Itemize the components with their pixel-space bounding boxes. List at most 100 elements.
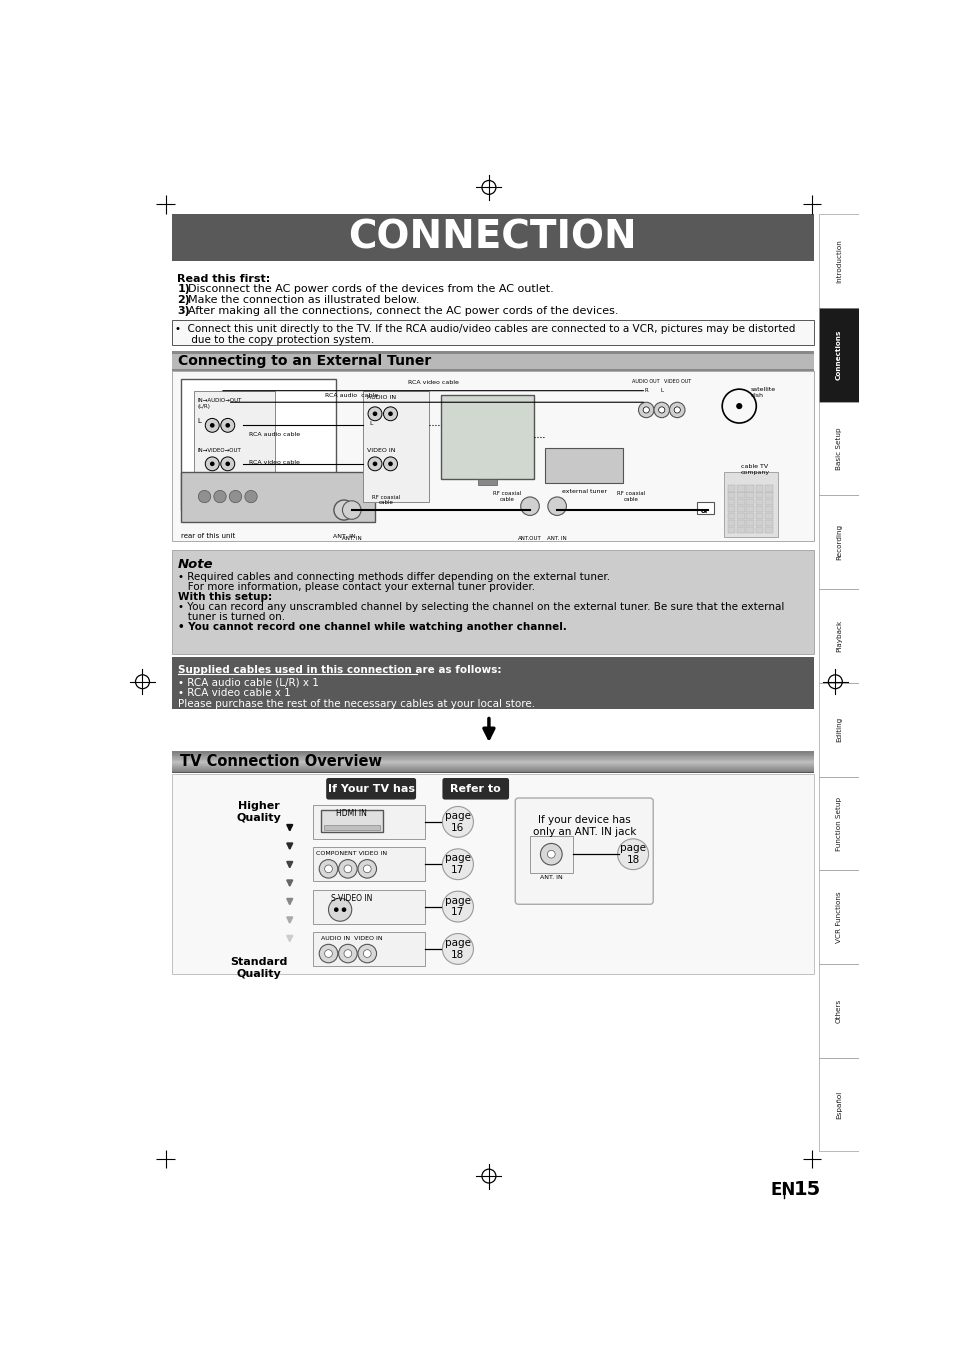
Text: external tuner: external tuner	[561, 489, 606, 494]
Text: ANT. IN: ANT. IN	[547, 536, 566, 541]
Text: HDMI IN: HDMI IN	[336, 809, 367, 818]
Text: 1): 1)	[177, 285, 190, 294]
Bar	[723, 471, 778, 537]
Bar	[819, 776, 858, 871]
Bar	[764, 520, 772, 526]
Circle shape	[319, 860, 337, 878]
Text: EN: EN	[769, 1181, 795, 1199]
Circle shape	[442, 849, 473, 880]
Text: Higher
Quality: Higher Quality	[236, 801, 281, 822]
Text: After making all the connections, connect the AC power cords of the devices.: After making all the connections, connec…	[188, 306, 618, 316]
Circle shape	[220, 418, 234, 432]
Bar	[736, 526, 744, 533]
Circle shape	[338, 860, 356, 878]
Text: Note: Note	[178, 558, 213, 571]
Bar	[727, 526, 735, 533]
Bar	[172, 320, 813, 346]
Bar	[819, 683, 858, 776]
Bar	[172, 351, 813, 354]
Text: Make the connection as illustrated below.: Make the connection as illustrated below…	[188, 296, 419, 305]
Circle shape	[324, 949, 332, 957]
Bar	[545, 448, 622, 483]
Bar	[313, 931, 425, 965]
Circle shape	[373, 412, 377, 416]
Circle shape	[547, 850, 555, 859]
Circle shape	[383, 406, 397, 421]
Bar	[313, 890, 425, 923]
Bar	[764, 500, 772, 505]
Text: IN→AUDIO→OUT: IN→AUDIO→OUT	[197, 398, 242, 404]
Bar	[736, 520, 744, 526]
Text: 3): 3)	[177, 306, 190, 316]
Text: Others: Others	[835, 999, 841, 1023]
Circle shape	[213, 490, 226, 502]
Text: ANT. IN: ANT. IN	[333, 535, 355, 539]
Bar	[819, 964, 858, 1058]
Bar	[819, 495, 858, 589]
Text: • You can record any unscrambled channel by selecting the channel on the externa: • You can record any unscrambled channel…	[178, 602, 783, 612]
Bar	[745, 513, 753, 520]
Text: L: L	[659, 389, 662, 393]
Circle shape	[520, 497, 538, 516]
Text: or: or	[700, 508, 708, 514]
Circle shape	[383, 456, 397, 471]
Text: AUDIO OUT: AUDIO OUT	[632, 379, 659, 385]
Text: Basic Setup: Basic Setup	[835, 428, 841, 470]
Text: Function Setup: Function Setup	[835, 796, 841, 850]
Bar	[736, 513, 744, 520]
Circle shape	[442, 934, 473, 964]
Bar	[320, 810, 382, 832]
Text: VIDEO IN: VIDEO IN	[367, 448, 395, 454]
Bar	[755, 500, 762, 505]
Bar	[819, 402, 858, 495]
Circle shape	[388, 412, 393, 416]
Text: IN→VIDEO→OUT: IN→VIDEO→OUT	[197, 448, 241, 454]
Bar	[819, 308, 858, 402]
Bar	[819, 871, 858, 964]
Text: RF coaxial
cable: RF coaxial cable	[372, 494, 400, 505]
Bar	[819, 1058, 858, 1152]
Text: cable TV
company: cable TV company	[740, 464, 768, 475]
Text: S-VIDEO IN: S-VIDEO IN	[331, 894, 372, 903]
Bar	[736, 493, 744, 498]
Text: • RCA audio cable (L/R) x 1: • RCA audio cable (L/R) x 1	[178, 678, 318, 687]
Text: RF coaxial
cable: RF coaxial cable	[492, 491, 520, 502]
Bar	[477, 479, 497, 486]
Bar	[764, 493, 772, 498]
Bar	[696, 502, 713, 514]
FancyBboxPatch shape	[515, 798, 653, 904]
Bar	[181, 379, 335, 510]
Text: Introduction: Introduction	[835, 239, 841, 284]
Text: 15: 15	[793, 1180, 820, 1199]
Text: COMPONENT VIDEO IN: COMPONENT VIDEO IN	[315, 850, 387, 856]
Circle shape	[338, 944, 356, 963]
Circle shape	[736, 404, 741, 409]
Text: RCA video cable: RCA video cable	[249, 460, 299, 464]
Circle shape	[388, 462, 393, 466]
Text: CONNECTION: CONNECTION	[348, 219, 637, 256]
Circle shape	[368, 456, 381, 471]
Text: page
18: page 18	[444, 938, 471, 960]
Text: L: L	[369, 421, 373, 427]
Bar	[172, 369, 813, 371]
Circle shape	[225, 462, 230, 466]
Text: page
17: page 17	[444, 896, 471, 918]
Bar	[755, 513, 762, 520]
Text: Recording: Recording	[835, 524, 841, 560]
Text: AUDIO IN  VIDEO IN: AUDIO IN VIDEO IN	[320, 936, 382, 941]
Text: Playback: Playback	[835, 620, 841, 652]
Circle shape	[334, 907, 338, 913]
Text: Español: Español	[835, 1091, 841, 1119]
Bar	[755, 486, 762, 491]
Bar	[745, 526, 753, 533]
Circle shape	[210, 462, 214, 466]
Bar	[745, 486, 753, 491]
Text: • RCA video cable x 1: • RCA video cable x 1	[178, 688, 291, 698]
Bar	[764, 526, 772, 533]
Text: Supplied cables used in this connection are as follows:: Supplied cables used in this connection …	[178, 664, 501, 675]
Text: • You cannot record one channel while watching another channel.: • You cannot record one channel while wa…	[178, 622, 566, 632]
Bar	[819, 589, 858, 683]
Circle shape	[205, 418, 219, 432]
Bar	[172, 774, 813, 975]
Circle shape	[198, 490, 211, 502]
